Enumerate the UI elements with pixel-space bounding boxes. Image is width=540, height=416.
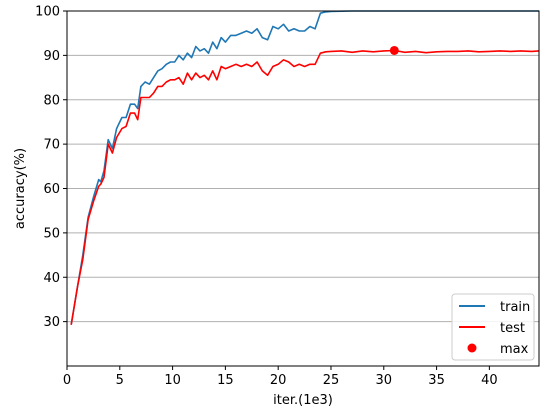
x-tick-label: 15 bbox=[217, 373, 234, 388]
y-tick-label: 40 bbox=[43, 271, 60, 286]
x-tick-label: 20 bbox=[270, 373, 287, 388]
grid-lines bbox=[67, 10, 539, 323]
x-tick-label: 25 bbox=[323, 373, 340, 388]
max-marker bbox=[389, 45, 399, 55]
legend-max-marker bbox=[467, 343, 477, 353]
x-axis-label: iter.(1e3) bbox=[273, 393, 333, 408]
y-tick-label: 50 bbox=[43, 226, 60, 241]
legend-max-label: max bbox=[500, 342, 529, 357]
legend-train-label: train bbox=[500, 300, 530, 315]
legend: train max test max bbox=[451, 293, 535, 361]
y-tick-label: 30 bbox=[43, 315, 60, 330]
plot-area bbox=[70, 10, 540, 325]
y-tick-label: 60 bbox=[43, 182, 60, 197]
y-tick-label: 90 bbox=[43, 49, 60, 64]
series-line-test bbox=[70, 49, 540, 325]
series-line-train bbox=[70, 10, 539, 325]
y-tick-label: 100 bbox=[35, 5, 60, 20]
x-tick-label: 40 bbox=[481, 373, 498, 388]
y-axis-label: accuracy(%) bbox=[13, 148, 28, 229]
x-tick-label: 30 bbox=[376, 373, 393, 388]
y-axis: 30 40 50 60 70 80 90 100 bbox=[35, 5, 67, 330]
x-tick-label: 10 bbox=[164, 373, 181, 388]
x-tick-label: 35 bbox=[428, 373, 445, 388]
x-tick-label: 0 bbox=[63, 373, 71, 388]
legend-test-label: test bbox=[500, 321, 525, 336]
x-axis: 0 5 10 15 20 25 30 35 40 bbox=[63, 366, 498, 388]
x-tick-label: 5 bbox=[116, 373, 124, 388]
legend-box bbox=[451, 293, 535, 361]
y-tick-label: 80 bbox=[43, 93, 60, 108]
y-tick-label: 70 bbox=[43, 138, 60, 153]
